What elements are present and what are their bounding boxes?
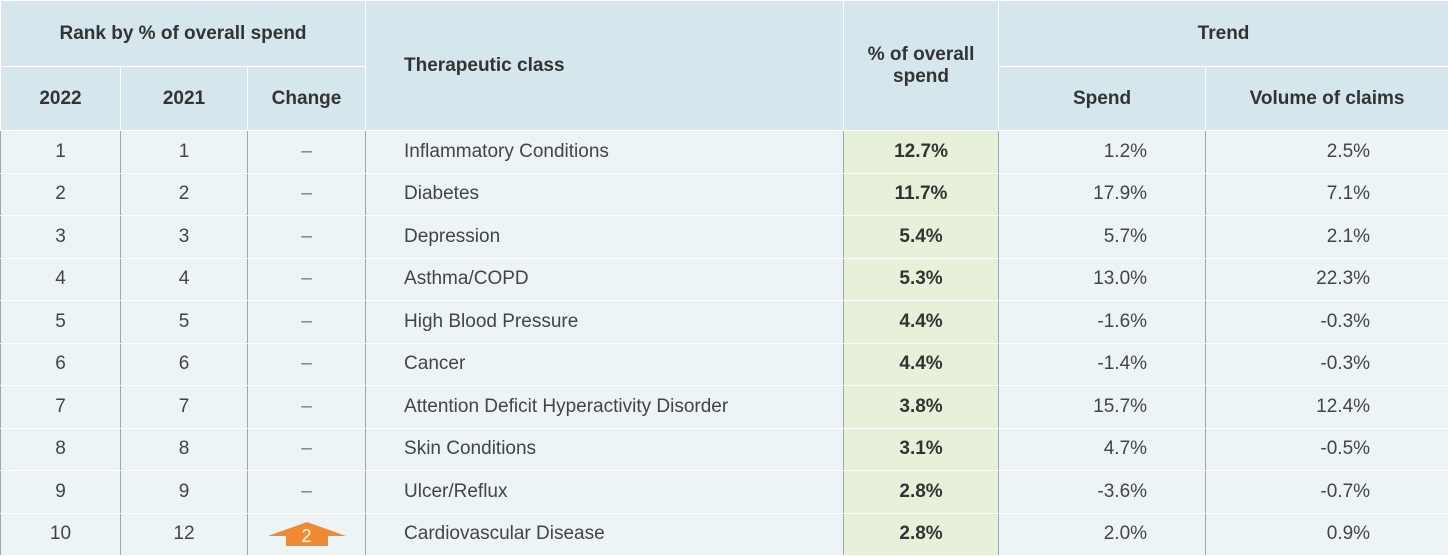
rank-2021-cell: 7 — [121, 386, 248, 429]
spend-cell: 4.7% — [999, 428, 1206, 471]
rank-2021-cell: 6 — [121, 343, 248, 386]
change-value: 2 — [268, 526, 346, 547]
spend-cell: 17.9% — [999, 173, 1206, 216]
pct-cell: 11.7% — [844, 173, 999, 216]
class-cell: Cancer — [366, 343, 844, 386]
change-cell: – — [248, 131, 366, 174]
rank-2021-cell: 4 — [121, 258, 248, 301]
pct-cell: 12.7% — [844, 131, 999, 174]
header-cell: Therapeutic class — [366, 1, 844, 131]
spend-cell: 13.0% — [999, 258, 1206, 301]
pct-cell: 4.4% — [844, 301, 999, 344]
class-cell: Cardiovascular Disease — [366, 513, 844, 556]
pct-cell: 3.1% — [844, 428, 999, 471]
rank-2022-cell: 7 — [1, 386, 121, 429]
header-cell: Trend — [999, 1, 1448, 67]
rank-2021-cell: 8 — [121, 428, 248, 471]
spend-cell: -1.4% — [999, 343, 1206, 386]
pct-cell: 5.4% — [844, 216, 999, 259]
header-cell: Spend — [999, 67, 1206, 131]
rank-2021-cell: 1 — [121, 131, 248, 174]
class-cell: Skin Conditions — [366, 428, 844, 471]
pct-cell: 5.3% — [844, 258, 999, 301]
spend-cell: -3.6% — [999, 471, 1206, 514]
class-cell: Depression — [366, 216, 844, 259]
volume-cell: 0.9% — [1206, 513, 1448, 556]
class-cell: High Blood Pressure — [366, 301, 844, 344]
change-cell: – — [248, 471, 366, 514]
change-cell: – — [248, 173, 366, 216]
header-cell: 2022 — [1, 67, 121, 131]
change-cell: – — [248, 216, 366, 259]
class-cell: Ulcer/Reflux — [366, 471, 844, 514]
header-cell: Change — [248, 67, 366, 131]
volume-cell: -0.3% — [1206, 343, 1448, 386]
rank-2021-cell: 12 — [121, 513, 248, 556]
class-cell: Asthma/COPD — [366, 258, 844, 301]
pct-cell: 3.8% — [844, 386, 999, 429]
rank-2021-cell: 3 — [121, 216, 248, 259]
volume-cell: 2.1% — [1206, 216, 1448, 259]
header-cell: % of overall spend — [844, 1, 999, 131]
rank-2022-cell: 1 — [1, 131, 121, 174]
change-cell: – — [248, 428, 366, 471]
rank-2022-cell: 2 — [1, 173, 121, 216]
volume-cell: -0.7% — [1206, 471, 1448, 514]
header-cell: Volume of claims — [1206, 67, 1448, 131]
volume-cell: 12.4% — [1206, 386, 1448, 429]
class-cell: Inflammatory Conditions — [366, 131, 844, 174]
pct-cell: 2.8% — [844, 471, 999, 514]
rank-2022-cell: 3 — [1, 216, 121, 259]
header-cell: 2021 — [121, 67, 248, 131]
spend-cell: 2.0% — [999, 513, 1206, 556]
change-arrow: 2 — [268, 522, 346, 546]
volume-cell: 7.1% — [1206, 173, 1448, 216]
rank-2022-cell: 9 — [1, 471, 121, 514]
volume-cell: -0.5% — [1206, 428, 1448, 471]
volume-cell: 2.5% — [1206, 131, 1448, 174]
spend-cell: 15.7% — [999, 386, 1206, 429]
rank-2022-cell: 10 — [1, 513, 121, 556]
class-cell: Attention Deficit Hyperactivity Disorder — [366, 386, 844, 429]
rank-2022-cell: 8 — [1, 428, 121, 471]
volume-cell: -0.3% — [1206, 301, 1448, 344]
rank-2022-cell: 6 — [1, 343, 121, 386]
spend-cell: 1.2% — [999, 131, 1206, 174]
change-cell: – — [248, 343, 366, 386]
spend-cell: 5.7% — [999, 216, 1206, 259]
change-cell: – — [248, 258, 366, 301]
change-cell: – — [248, 301, 366, 344]
rank-2021-cell: 9 — [121, 471, 248, 514]
rank-2022-cell: 4 — [1, 258, 121, 301]
class-cell: Diabetes — [366, 173, 844, 216]
rank-2021-cell: 2 — [121, 173, 248, 216]
change-cell: 2 — [248, 513, 366, 556]
volume-cell: 22.3% — [1206, 258, 1448, 301]
rank-2022-cell: 5 — [1, 301, 121, 344]
spend-cell: -1.6% — [999, 301, 1206, 344]
rank-2021-cell: 5 — [121, 301, 248, 344]
pct-cell: 4.4% — [844, 343, 999, 386]
header-cell: Rank by % of overall spend — [1, 1, 366, 67]
change-cell: – — [248, 386, 366, 429]
pct-cell: 2.8% — [844, 513, 999, 556]
